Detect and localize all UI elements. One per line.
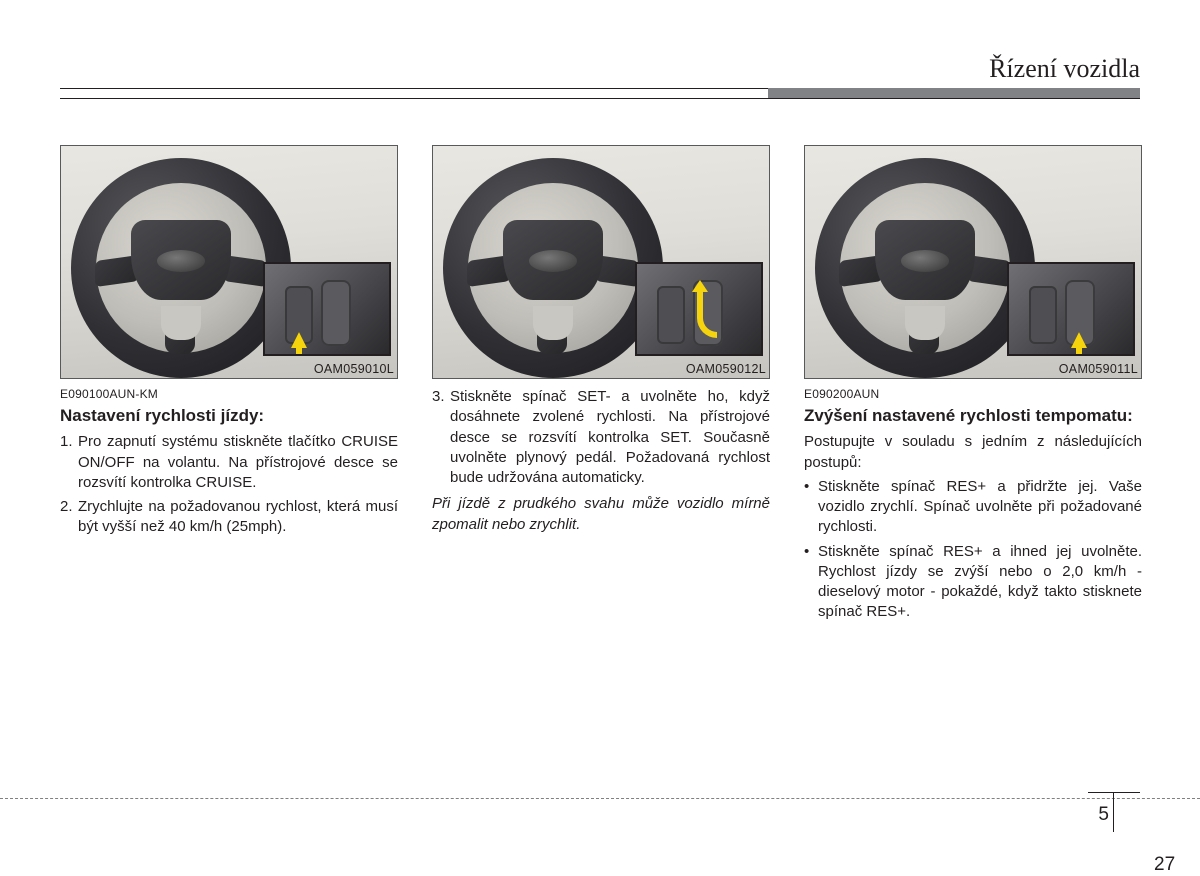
subsection-heading: Zvýšení nastavené rychlosti tempomatu: (804, 405, 1142, 426)
figure-label: OAM059011L (1059, 362, 1138, 376)
note-text: Při jízdě z prudkého svahu může vozidlo … (432, 494, 770, 535)
list-item: •Stiskněte spínač RES+ a ihned jej uvoln… (804, 542, 1142, 623)
bullet-list: •Stiskněte spínač RES+ a přidržte jej. V… (804, 477, 1142, 623)
list-item: 3. Stiskněte spínač SET- a uvolněte ho, … (432, 387, 770, 488)
intro-text: Postupujte v souladu s jedním z následuj… (804, 432, 1142, 473)
steering-wheel-image (71, 158, 291, 378)
numbered-list: 3. Stiskněte spínač SET- a uvolněte ho, … (432, 387, 770, 488)
reference-code: E090100AUN-KM (60, 387, 398, 401)
section-title: Řízení vozidla (989, 54, 1140, 84)
steering-wheel-image (443, 158, 663, 378)
subsection-heading: Nastavení rychlosti jízdy: (60, 405, 398, 426)
page-number: 27 (1094, 804, 1200, 854)
page-footer: 5 27 (0, 798, 1200, 828)
list-item: 1. Pro zapnutí systému stiskněte tlačítk… (60, 432, 398, 493)
content-column: OAM059011L E090200AUN Zvýšení nastavené r… (804, 145, 1142, 627)
page-header: Řízení vozidla (60, 50, 1140, 105)
list-item: •Stiskněte spínač RES+ a přidržte jej. V… (804, 477, 1142, 538)
figure: OAM059010L (60, 145, 398, 379)
numbered-list: 1. Pro zapnutí systému stiskněte tlačítk… (60, 432, 398, 537)
content-column: OAM059010L E090100AUN-KM Nastavení rychlo… (60, 145, 398, 627)
figure-label: OAM059010L (314, 362, 394, 376)
list-item: 2. Zrychlujte na požadovanou rychlost, k… (60, 497, 398, 538)
steering-wheel-image (815, 158, 1035, 378)
figure-label: OAM059012L (686, 362, 766, 376)
steering-wheel-inset-image (1007, 262, 1135, 356)
steering-wheel-inset-image (263, 262, 391, 356)
content-column: OAM059012L 3. Stiskněte spínač SET- a uv… (432, 145, 770, 627)
figure: OAM059012L (432, 145, 770, 379)
steering-wheel-inset-image (635, 262, 763, 356)
figure: OAM059011L (804, 145, 1142, 379)
reference-code: E090200AUN (804, 387, 1142, 401)
